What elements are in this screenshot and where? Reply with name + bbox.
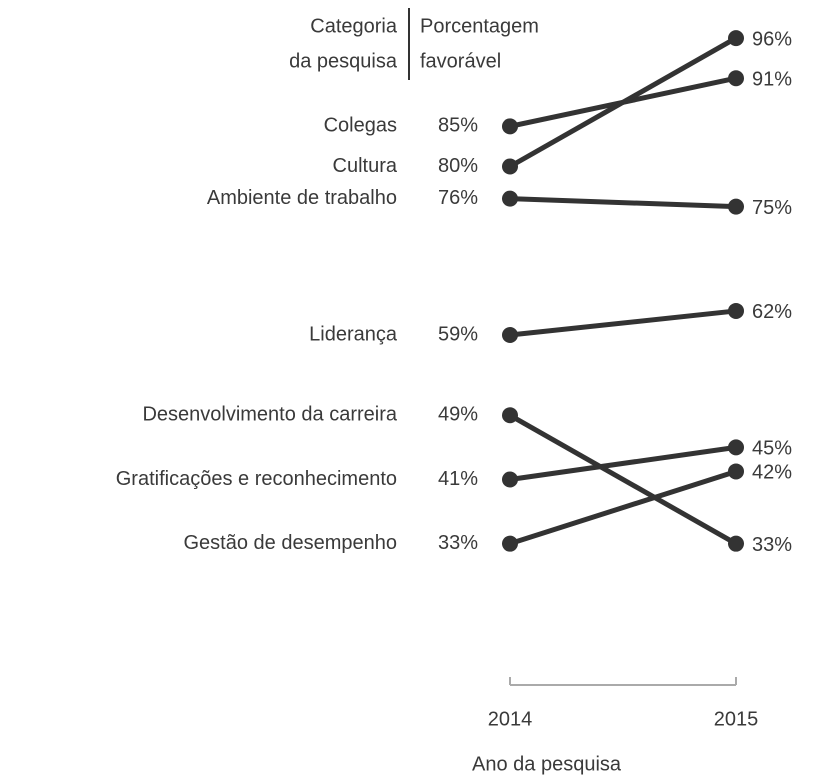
value-label: 42%: [752, 462, 792, 484]
category-label: Ambiente de trabalho: [207, 187, 397, 209]
point: [728, 30, 744, 47]
slope-line: [509, 469, 737, 547]
slope-line: [508, 413, 738, 546]
value-label: 62%: [752, 301, 792, 323]
value-label: 33%: [438, 532, 478, 554]
point: [728, 302, 744, 319]
value-label: 45%: [752, 438, 792, 460]
category-label: Gratificações e reconhecimento: [116, 468, 397, 490]
point: [728, 439, 744, 456]
x-axis-label: Ano da pesquisa: [472, 753, 622, 775]
value-header: Porcentagem: [420, 15, 539, 37]
value-header: favorável: [420, 50, 501, 72]
slope-line: [509, 196, 737, 210]
point: [728, 198, 744, 215]
point: [728, 535, 744, 552]
point: [502, 407, 518, 424]
slope-line: [508, 35, 738, 169]
x-tick-label: 2014: [488, 708, 533, 730]
point: [728, 463, 744, 480]
value-label: 49%: [438, 404, 478, 426]
value-label: 41%: [438, 468, 478, 490]
x-tick-label: 2015: [714, 708, 759, 730]
value-label: 91%: [752, 69, 792, 91]
point: [502, 471, 518, 488]
point: [502, 327, 518, 344]
value-label: 59%: [438, 323, 478, 345]
point: [728, 70, 744, 87]
point: [502, 190, 518, 207]
category-label: Liderança: [309, 323, 398, 345]
slope-line: [509, 308, 737, 338]
point: [502, 158, 518, 175]
value-label: 85%: [438, 115, 478, 137]
slope-line: [509, 444, 737, 482]
point: [502, 118, 518, 135]
value-label: 33%: [752, 534, 792, 556]
category-label: Desenvolvimento da carreira: [142, 404, 397, 426]
category-label: Cultura: [333, 155, 398, 177]
category-label: Gestão de desempenho: [184, 532, 398, 554]
category-header: Categoria: [310, 15, 398, 37]
category-label: Colegas: [324, 115, 397, 137]
value-label: 96%: [752, 28, 792, 50]
category-header: da pesquisa: [289, 50, 398, 72]
point: [502, 535, 518, 552]
value-label: 76%: [438, 187, 478, 209]
value-label: 75%: [752, 197, 792, 219]
value-label: 80%: [438, 155, 478, 177]
